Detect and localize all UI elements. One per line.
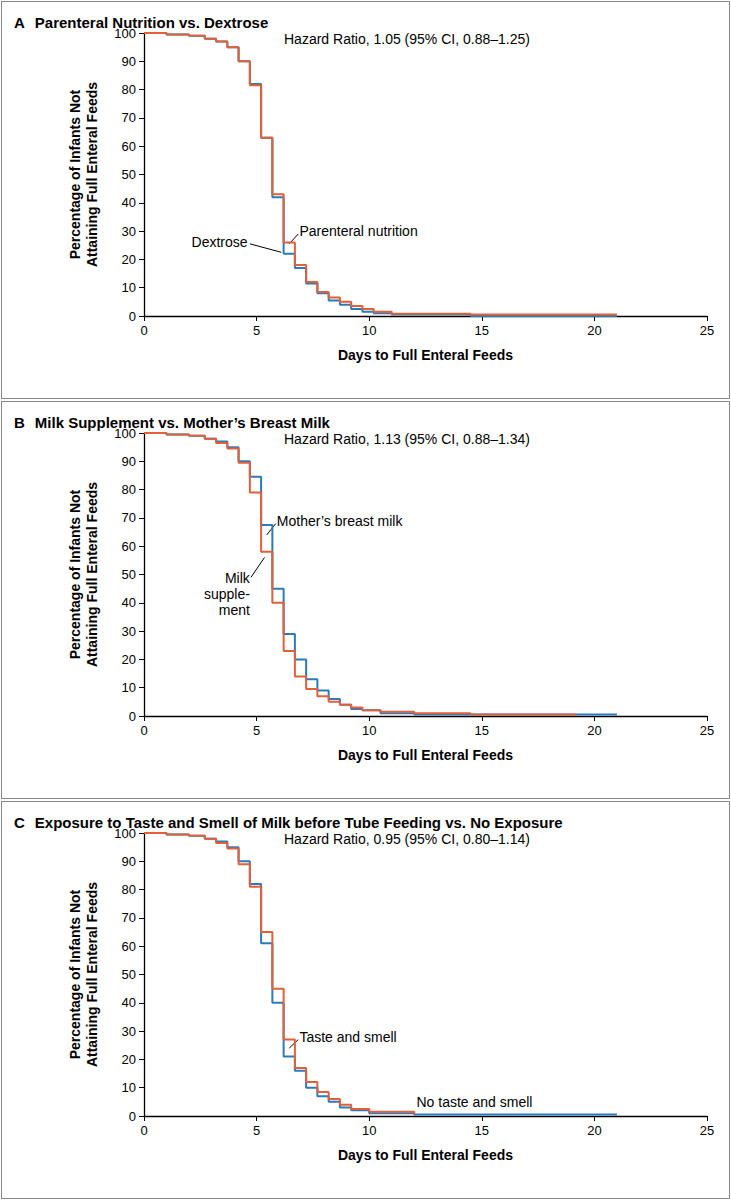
svg-text:25: 25 — [700, 723, 714, 738]
svg-text:50: 50 — [122, 167, 136, 182]
svg-text:Percentage of Infants Not: Percentage of Infants Not — [67, 889, 83, 1059]
svg-text:70: 70 — [122, 110, 136, 125]
svg-text:Attaining Full Enteral Feeds: Attaining Full Enteral Feeds — [84, 882, 100, 1067]
svg-text:40: 40 — [122, 195, 136, 210]
svg-text:A: A — [14, 14, 25, 31]
svg-text:ment: ment — [219, 602, 250, 618]
svg-text:60: 60 — [122, 539, 136, 554]
svg-text:20: 20 — [122, 652, 136, 667]
svg-text:Mother’s breast milk: Mother’s breast milk — [277, 513, 404, 529]
svg-text:60: 60 — [122, 139, 136, 154]
svg-text:5: 5 — [253, 1123, 260, 1138]
svg-text:0: 0 — [129, 1109, 136, 1124]
svg-text:10: 10 — [122, 1080, 136, 1095]
svg-text:10: 10 — [362, 723, 376, 738]
svg-text:5: 5 — [253, 723, 260, 738]
svg-text:10: 10 — [362, 323, 376, 338]
svg-text:30: 30 — [122, 624, 136, 639]
svg-text:No taste and smell: No taste and smell — [416, 1094, 532, 1110]
svg-text:Attaining Full Enteral Feeds: Attaining Full Enteral Feeds — [84, 82, 100, 267]
svg-text:20: 20 — [122, 1052, 136, 1067]
svg-text:10: 10 — [122, 280, 136, 295]
svg-text:20: 20 — [587, 1123, 601, 1138]
svg-text:Dextrose: Dextrose — [192, 234, 248, 250]
svg-text:90: 90 — [122, 854, 136, 869]
svg-text:15: 15 — [475, 323, 489, 338]
svg-text:Days to Full Enteral Feeds: Days to Full Enteral Feeds — [338, 347, 513, 363]
svg-text:50: 50 — [122, 967, 136, 982]
svg-text:0: 0 — [129, 709, 136, 724]
svg-text:25: 25 — [700, 323, 714, 338]
svg-text:70: 70 — [122, 910, 136, 925]
svg-text:Milk: Milk — [225, 570, 251, 586]
svg-text:5: 5 — [253, 323, 260, 338]
svg-text:40: 40 — [122, 595, 136, 610]
svg-text:Hazard Ratio, 0.95 (95% CI, 0.: Hazard Ratio, 0.95 (95% CI, 0.80–1.14) — [284, 831, 530, 847]
svg-text:Days to Full Enteral Feeds: Days to Full Enteral Feeds — [338, 1147, 513, 1163]
svg-text:10: 10 — [362, 1123, 376, 1138]
svg-text:80: 80 — [122, 882, 136, 897]
svg-text:30: 30 — [122, 1024, 136, 1039]
svg-text:15: 15 — [475, 1123, 489, 1138]
svg-text:20: 20 — [587, 323, 601, 338]
svg-text:Parenteral Nutrition vs. Dextr: Parenteral Nutrition vs. Dextrose — [35, 14, 268, 31]
svg-text:60: 60 — [122, 939, 136, 954]
svg-text:0: 0 — [140, 1123, 147, 1138]
svg-text:Exposure to Taste and Smell of: Exposure to Taste and Smell of Milk befo… — [35, 814, 563, 831]
svg-text:B: B — [14, 414, 25, 431]
svg-text:20: 20 — [587, 723, 601, 738]
svg-text:30: 30 — [122, 224, 136, 239]
svg-text:0: 0 — [140, 723, 147, 738]
svg-text:0: 0 — [140, 323, 147, 338]
svg-text:100: 100 — [114, 825, 136, 841]
svg-text:80: 80 — [122, 482, 136, 497]
svg-text:supple-: supple- — [204, 586, 250, 602]
svg-text:70: 70 — [122, 510, 136, 525]
svg-text:0: 0 — [129, 309, 136, 324]
svg-text:Taste and smell: Taste and smell — [299, 1029, 396, 1045]
svg-text:C: C — [14, 814, 25, 831]
svg-text:Hazard Ratio, 1.13 (95% CI, 0.: Hazard Ratio, 1.13 (95% CI, 0.88–1.34) — [284, 431, 530, 447]
svg-text:20: 20 — [122, 252, 136, 267]
svg-text:100: 100 — [114, 25, 136, 41]
svg-text:Hazard Ratio, 1.05 (95% CI, 0.: Hazard Ratio, 1.05 (95% CI, 0.88–1.25) — [284, 31, 530, 47]
svg-text:50: 50 — [122, 567, 136, 582]
svg-text:100: 100 — [114, 425, 136, 441]
svg-text:90: 90 — [122, 454, 136, 469]
svg-text:40: 40 — [122, 995, 136, 1010]
svg-text:Milk Supplement vs. Mother’s B: Milk Supplement vs. Mother’s Breast Milk — [35, 414, 331, 431]
svg-text:Percentage of Infants Not: Percentage of Infants Not — [67, 489, 83, 659]
svg-text:10: 10 — [122, 680, 136, 695]
svg-text:25: 25 — [700, 1123, 714, 1138]
svg-text:15: 15 — [475, 723, 489, 738]
svg-text:Parenteral nutrition: Parenteral nutrition — [299, 223, 417, 239]
svg-text:90: 90 — [122, 54, 136, 69]
svg-text:Percentage of Infants Not: Percentage of Infants Not — [67, 89, 83, 259]
svg-text:80: 80 — [122, 82, 136, 97]
svg-text:Attaining Full Enteral Feeds: Attaining Full Enteral Feeds — [84, 482, 100, 667]
svg-text:Days to Full Enteral Feeds: Days to Full Enteral Feeds — [338, 747, 513, 763]
